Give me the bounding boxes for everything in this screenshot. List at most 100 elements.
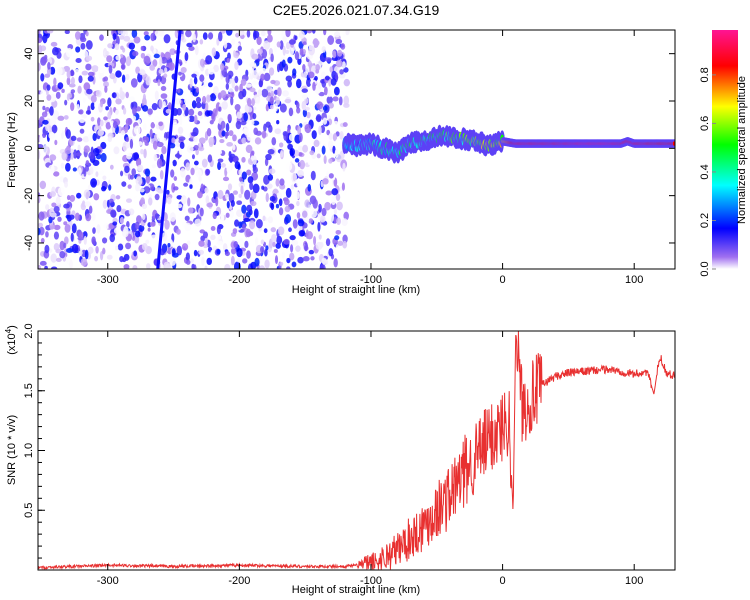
noise-blob — [66, 93, 70, 101]
noise-blob — [108, 64, 113, 74]
noise-blob — [125, 123, 129, 131]
noise-blob — [222, 112, 229, 120]
noise-blob — [236, 248, 243, 258]
noise-blob — [252, 166, 258, 174]
noise-blob — [75, 57, 82, 64]
noise-blob — [185, 252, 190, 262]
noise-blob — [145, 174, 151, 184]
x-tick-label: -100 — [360, 274, 382, 286]
noise-blob — [335, 193, 341, 201]
noise-blob — [191, 154, 195, 160]
noise-blob — [158, 30, 165, 37]
noise-blob — [171, 137, 176, 144]
noise-blob — [88, 205, 93, 214]
spectrogram-frame — [37, 29, 676, 270]
noise-blob — [261, 130, 267, 139]
noise-blob — [137, 72, 143, 83]
noise-blob — [308, 71, 315, 79]
noise-blob — [157, 189, 164, 194]
noise-blob — [342, 240, 348, 249]
noise-blob — [59, 240, 65, 251]
noise-blob — [339, 69, 344, 75]
noise-blob — [120, 53, 124, 58]
noise-blob — [263, 40, 271, 50]
noise-blob — [66, 69, 71, 79]
noise-blob — [53, 77, 57, 87]
noise-blob — [251, 53, 259, 60]
noise-blob — [145, 239, 150, 244]
noise-blob — [97, 129, 105, 137]
noise-blob — [305, 65, 310, 74]
y-tick-label: -40 — [23, 235, 35, 251]
noise-blob — [86, 88, 93, 95]
noise-blob — [176, 203, 183, 209]
noise-blob — [267, 30, 272, 36]
noise-blob — [239, 83, 243, 93]
noise-blob — [219, 139, 225, 144]
noise-blob — [311, 30, 316, 34]
noise-blob — [328, 78, 332, 87]
noise-blob — [114, 109, 120, 117]
noise-blob — [285, 266, 291, 269]
noise-blob — [133, 196, 141, 203]
noise-blob — [326, 95, 333, 105]
noise-blob — [276, 119, 280, 125]
noise-blob — [327, 35, 335, 45]
noise-blob — [230, 200, 235, 207]
noise-blob — [342, 122, 348, 127]
noise-blob — [229, 91, 235, 99]
noise-blob — [190, 167, 195, 176]
noise-blob — [341, 182, 345, 191]
noise-blob — [291, 261, 297, 268]
noise-blob — [275, 242, 281, 249]
noise-blob — [172, 159, 177, 167]
noise-blob — [252, 183, 260, 194]
noise-blob — [81, 70, 89, 76]
noise-blob — [83, 168, 87, 177]
noise-blob — [80, 36, 87, 43]
noise-blob — [106, 55, 113, 63]
noise-blob — [156, 75, 162, 83]
noise-blob — [141, 243, 148, 251]
noise-blob — [76, 137, 83, 142]
noise-blob — [278, 142, 284, 148]
noise-blob — [53, 231, 60, 240]
noise-blob — [142, 136, 150, 143]
noise-blob — [53, 206, 60, 213]
noise-blob — [227, 110, 235, 115]
noise-blob — [97, 117, 101, 126]
noise-blob — [160, 52, 165, 58]
noise-blob — [296, 212, 301, 219]
noise-blob — [291, 239, 299, 246]
noise-blob — [104, 85, 108, 93]
noise-blob — [330, 212, 335, 222]
noise-blob — [123, 35, 131, 42]
noise-blob — [227, 113, 232, 121]
noise-blob — [340, 43, 346, 50]
noise-blob — [130, 78, 138, 88]
noise-blob — [342, 162, 346, 172]
noise-blob — [286, 257, 291, 264]
noise-blob — [126, 221, 130, 228]
noise-blob — [228, 156, 235, 162]
noise-blob — [306, 30, 313, 34]
noise-blob — [267, 174, 274, 181]
noise-blob — [71, 223, 77, 234]
noise-blob — [102, 237, 108, 244]
noise-blob — [269, 195, 276, 202]
noise-blob — [261, 88, 269, 98]
noise-blob — [39, 260, 47, 266]
noise-blob — [57, 186, 65, 197]
noise-blob — [49, 191, 57, 197]
noise-blob — [263, 228, 268, 234]
noise-blob — [115, 195, 121, 200]
spectrogram — [38, 30, 675, 269]
noise-blob — [328, 158, 333, 164]
noise-blob — [49, 224, 55, 230]
noise-blob — [167, 242, 171, 248]
noise-blob — [85, 40, 93, 50]
noise-blob — [242, 258, 248, 264]
noise-blob — [132, 152, 138, 161]
noise-blob — [52, 110, 60, 120]
noise-blob — [135, 157, 142, 168]
